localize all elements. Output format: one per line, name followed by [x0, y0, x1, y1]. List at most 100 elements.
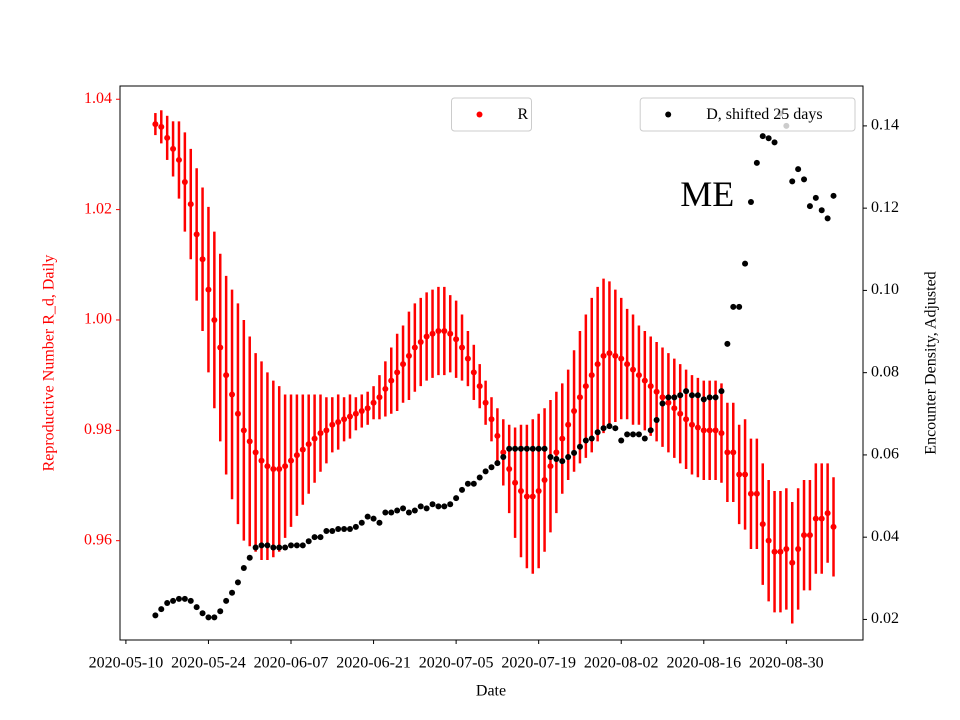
x-tick-label: 2020-07-05 — [419, 655, 494, 672]
point — [464, 480, 471, 487]
point — [624, 431, 631, 438]
point — [736, 303, 743, 310]
point — [429, 330, 436, 337]
point — [612, 352, 619, 359]
point — [470, 369, 477, 376]
point — [252, 449, 259, 456]
point — [618, 437, 625, 444]
point — [488, 416, 495, 423]
point — [164, 134, 171, 141]
point — [789, 559, 796, 566]
point — [671, 405, 678, 412]
legend-marker — [476, 111, 483, 118]
point — [181, 179, 188, 186]
point — [364, 405, 371, 412]
y2-tick-label: 0.04 — [871, 528, 899, 545]
point — [223, 597, 230, 604]
point — [830, 192, 837, 199]
point — [240, 565, 247, 572]
point — [193, 604, 200, 611]
point — [641, 377, 648, 384]
point — [358, 519, 365, 526]
point — [423, 505, 430, 512]
point — [270, 465, 277, 472]
point — [441, 503, 448, 510]
point — [217, 608, 224, 615]
point — [211, 614, 218, 621]
point — [529, 445, 536, 452]
point — [417, 339, 424, 346]
point — [181, 595, 188, 602]
point — [806, 532, 813, 539]
y-tick-label: 1.00 — [84, 311, 112, 328]
point — [288, 542, 295, 549]
legend-label: R — [518, 106, 529, 123]
point — [665, 394, 672, 401]
point — [264, 463, 271, 470]
point — [547, 463, 554, 470]
point — [335, 525, 342, 532]
point — [329, 421, 336, 428]
y-tick-label: 1.04 — [84, 90, 112, 107]
point — [683, 416, 690, 423]
point — [795, 166, 802, 173]
point — [240, 427, 247, 434]
point — [229, 589, 236, 596]
point — [576, 443, 583, 450]
point — [571, 449, 578, 456]
point — [447, 501, 454, 508]
point — [246, 554, 253, 561]
point — [771, 139, 778, 146]
point — [417, 503, 424, 510]
point — [317, 534, 324, 541]
point — [423, 333, 430, 340]
point — [724, 449, 731, 456]
point — [311, 534, 318, 541]
point — [276, 465, 283, 472]
point — [453, 495, 460, 502]
point — [553, 449, 560, 456]
point — [187, 597, 194, 604]
point — [606, 350, 613, 357]
point — [688, 421, 695, 428]
point — [641, 435, 648, 442]
point — [724, 340, 731, 347]
point — [482, 399, 489, 406]
y2-tick-label: 0.10 — [871, 281, 899, 298]
point — [217, 344, 224, 351]
point — [500, 449, 507, 456]
point — [594, 361, 601, 368]
point — [405, 509, 412, 516]
point — [494, 460, 501, 467]
point — [535, 445, 542, 452]
x-tick-label: 2020-07-19 — [501, 655, 576, 672]
point — [818, 515, 825, 522]
point — [341, 525, 348, 532]
point — [488, 464, 495, 471]
point — [170, 145, 177, 152]
point — [765, 537, 772, 544]
y-tick-label: 1.02 — [84, 200, 112, 217]
point — [187, 201, 194, 208]
y2-tick-label: 0.06 — [871, 446, 899, 463]
point — [517, 488, 524, 495]
point — [576, 394, 583, 401]
point — [523, 493, 530, 500]
point — [305, 538, 312, 545]
point — [494, 432, 501, 439]
point — [653, 416, 660, 423]
point — [506, 445, 513, 452]
point — [299, 446, 306, 453]
point — [742, 471, 749, 478]
point — [335, 419, 342, 426]
point — [405, 352, 412, 359]
point — [464, 355, 471, 362]
point — [630, 431, 637, 438]
point — [388, 377, 395, 384]
point — [400, 505, 407, 512]
point — [411, 507, 418, 514]
point — [382, 509, 389, 516]
legend-marker — [665, 111, 672, 118]
point — [252, 544, 259, 551]
